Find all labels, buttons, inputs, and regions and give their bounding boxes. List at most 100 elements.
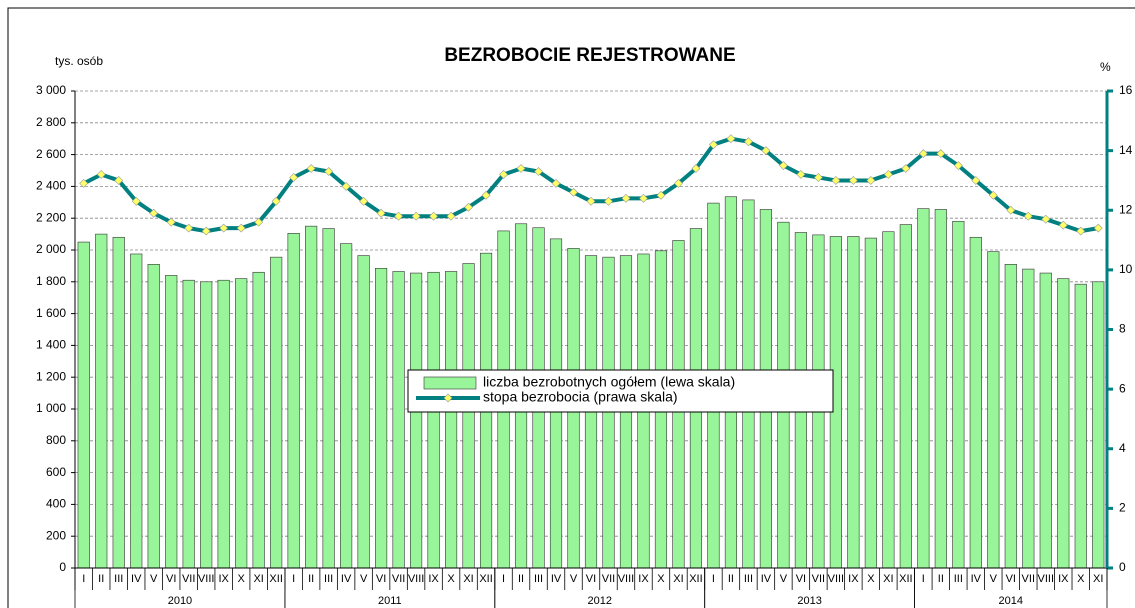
- bar: [1092, 281, 1105, 569]
- bar: [77, 241, 90, 569]
- y-tick-label: 3 000: [36, 83, 66, 97]
- y2-tick-label: 14: [1119, 143, 1133, 157]
- bar: [427, 271, 440, 569]
- line-marker: [114, 176, 124, 185]
- line-marker: [761, 146, 771, 156]
- x-tick-label: X: [657, 573, 665, 585]
- x-tick-label: IV: [551, 573, 562, 585]
- chart-title: BEZROBOCIE REJESTROWANE: [444, 45, 735, 66]
- x-tick-label: IX: [428, 573, 439, 585]
- bar: [917, 208, 930, 569]
- x-tick-label: XII: [269, 573, 282, 585]
- y-tick-label: 2 800: [36, 115, 66, 129]
- line-marker: [1093, 223, 1103, 233]
- line-marker: [201, 226, 211, 236]
- line-marker: [481, 190, 491, 200]
- bar: [1022, 268, 1035, 569]
- bar: [112, 236, 125, 569]
- x-tick-label: XI: [673, 573, 683, 585]
- x-tick-label: III: [534, 573, 543, 585]
- x-tick-label: II: [728, 573, 734, 585]
- y-tick-label: 2 200: [36, 210, 66, 224]
- y2-tick-label: 10: [1119, 262, 1133, 276]
- x-tick-label: VI: [796, 573, 806, 585]
- bar: [287, 233, 300, 569]
- x-tick-label: VIII: [408, 573, 425, 585]
- bar: [217, 279, 230, 569]
- x-tick-label: VI: [166, 573, 176, 585]
- bar: [882, 231, 895, 569]
- line-marker: [569, 187, 578, 197]
- bar: [602, 256, 615, 569]
- bar: [1057, 278, 1070, 569]
- x-tick-label: VII: [602, 573, 615, 585]
- legend-swatch: [423, 376, 477, 390]
- line-marker: [831, 176, 841, 185]
- line-marker: [184, 223, 194, 233]
- bar: [147, 264, 160, 569]
- line-marker: [551, 178, 561, 188]
- bar: [200, 281, 213, 569]
- y-tick-label: 1 000: [36, 401, 66, 415]
- x-tick-label: I: [82, 573, 85, 585]
- x-tick-label: VII: [182, 573, 195, 585]
- x-tick-label: VIII: [1038, 573, 1055, 585]
- x-tick-label: III: [954, 573, 963, 585]
- line-marker: [464, 202, 473, 212]
- year-label: 2011: [378, 595, 402, 607]
- x-tick-label: IX: [1058, 573, 1069, 585]
- line-marker: [883, 170, 893, 179]
- legend-label: stopa bezrobocia (prawa skala): [483, 389, 678, 405]
- bar: [952, 221, 965, 569]
- x-tick-label: II: [938, 573, 944, 585]
- bar: [969, 236, 982, 569]
- x-tick-label: XII: [689, 573, 702, 585]
- x-tick-label: XI: [463, 573, 473, 585]
- x-tick-label: V: [570, 573, 578, 585]
- line-marker: [429, 211, 439, 221]
- year-label: 2013: [797, 595, 821, 607]
- y2-tick-label: 6: [1119, 381, 1126, 395]
- bar: [235, 278, 248, 569]
- line-marker: [621, 193, 631, 203]
- line-marker: [341, 181, 351, 191]
- x-tick-label: XII: [899, 573, 912, 585]
- line-marker: [1041, 214, 1051, 224]
- y2-tick-label: 0: [1119, 560, 1126, 574]
- bar: [322, 228, 335, 569]
- line-marker: [639, 193, 648, 203]
- year-label: 2014: [999, 595, 1023, 607]
- line-marker: [848, 176, 858, 185]
- y2-tick-label: 8: [1119, 322, 1126, 336]
- line-marker: [166, 217, 176, 227]
- line-marker: [1023, 211, 1033, 221]
- x-tick-label: IX: [218, 573, 229, 585]
- x-tick-label: V: [360, 573, 368, 585]
- line-marker: [236, 223, 246, 233]
- y-tick-label: 2 600: [36, 147, 66, 161]
- x-tick-label: IV: [131, 573, 142, 585]
- x-tick-label: I: [292, 573, 295, 585]
- y-tick-label: 1 600: [36, 306, 66, 320]
- line-marker: [936, 149, 946, 159]
- line-marker: [656, 190, 666, 200]
- bar: [270, 256, 283, 569]
- x-tick-label: I: [502, 573, 505, 585]
- bar: [1039, 272, 1052, 569]
- x-tick-label: III: [744, 573, 753, 585]
- line-marker: [359, 196, 369, 206]
- line-marker: [971, 176, 981, 185]
- line-marker: [271, 196, 281, 206]
- bar: [1004, 264, 1017, 569]
- x-tick-label: V: [990, 573, 998, 585]
- y-tick-label: 1 200: [36, 369, 66, 383]
- bar: [357, 255, 370, 569]
- y2-tick-label: 2: [1119, 501, 1126, 515]
- x-tick-label: VIII: [198, 573, 215, 585]
- bar: [987, 251, 1000, 569]
- x-tick-label: VII: [392, 573, 405, 585]
- line-marker: [918, 149, 928, 159]
- x-tick-label: IX: [848, 573, 859, 585]
- y2-tick-label: 12: [1119, 202, 1133, 216]
- legend-marker: [443, 393, 453, 403]
